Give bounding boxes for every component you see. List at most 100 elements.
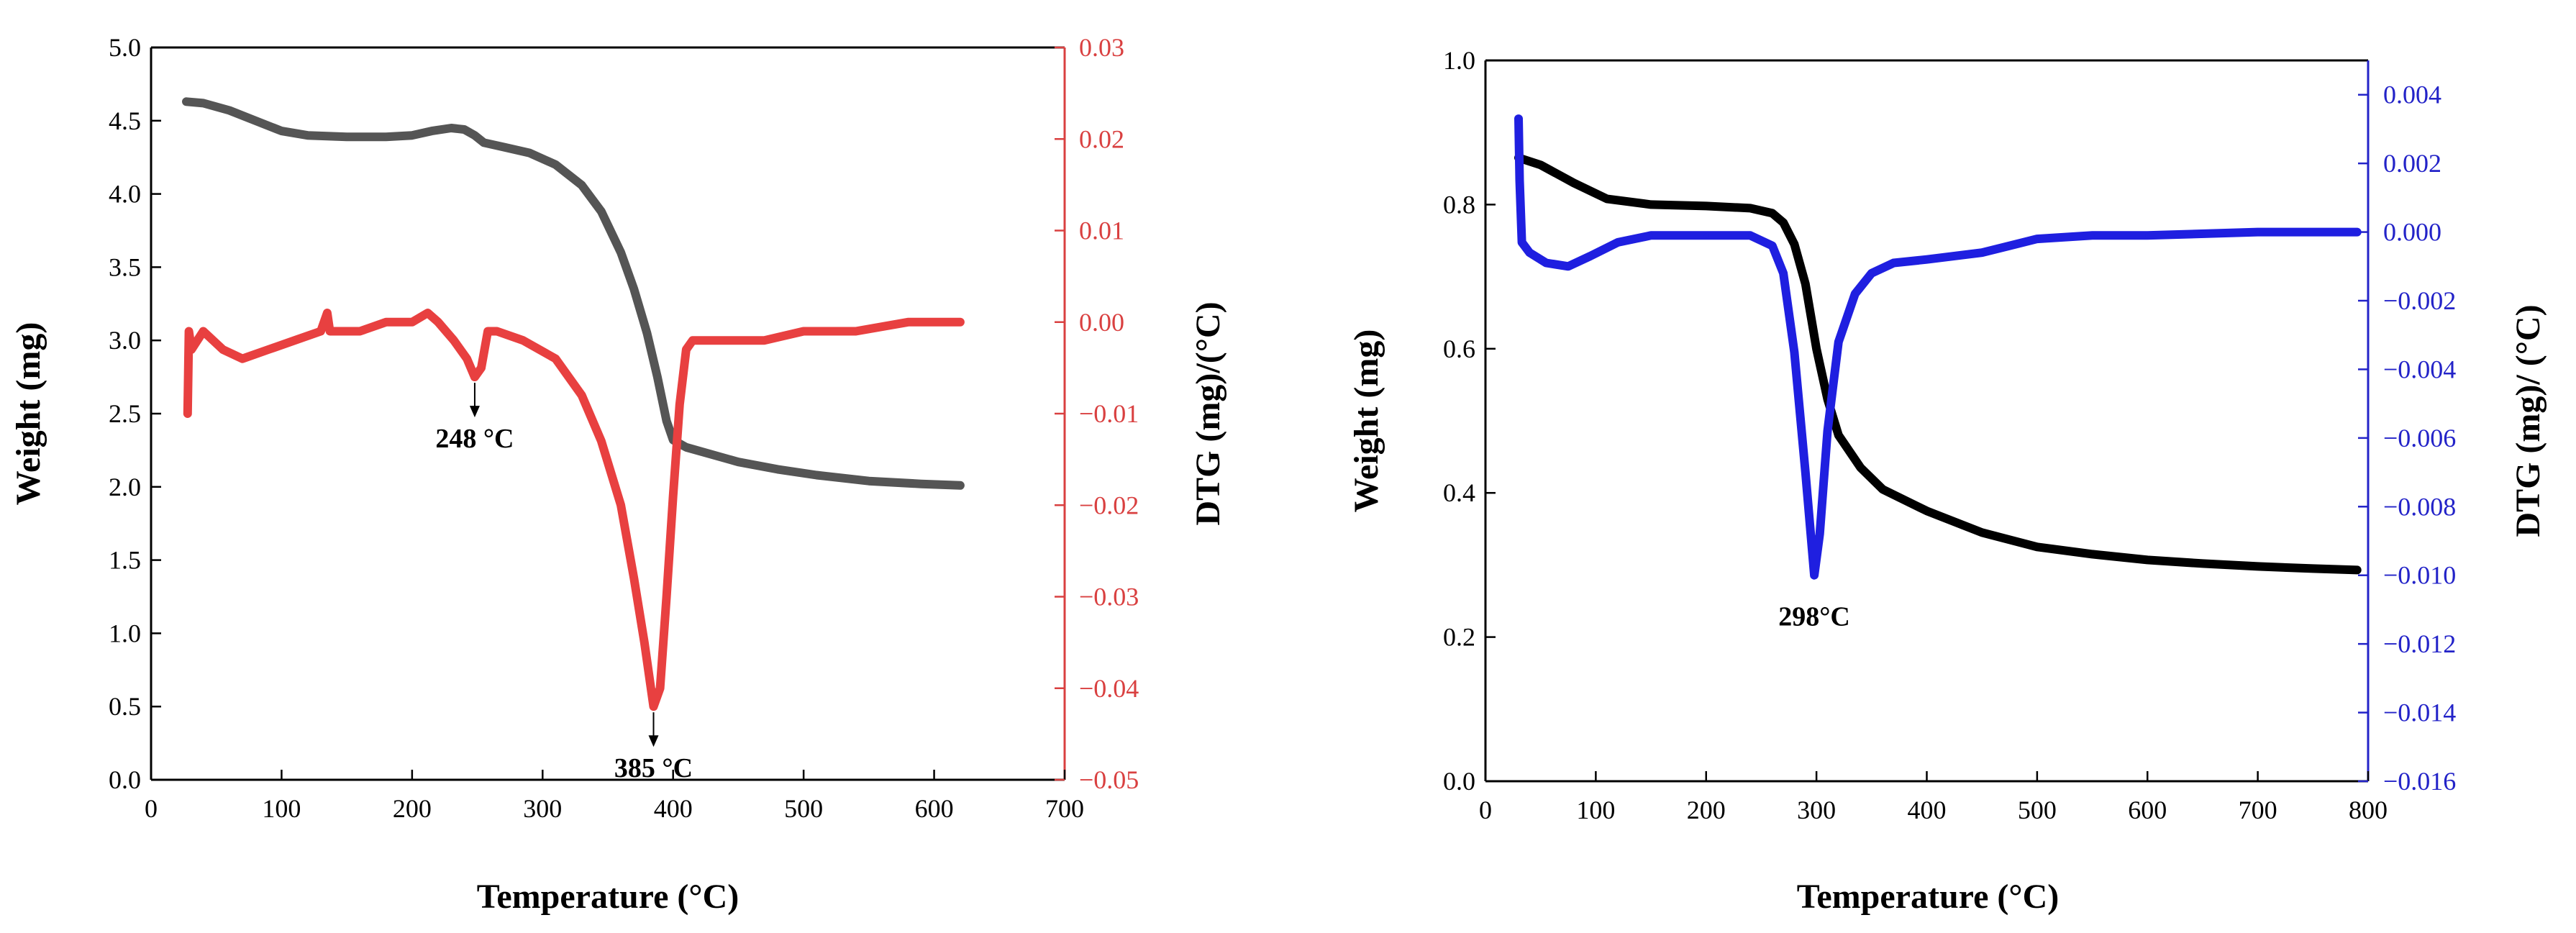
data-point-dtg — [762, 338, 767, 343]
data-point-dtg — [1924, 257, 1929, 262]
data-point-dtg — [683, 347, 688, 352]
data-point-dtg — [436, 319, 441, 324]
annotation-arrowhead — [469, 406, 480, 418]
x-tick-label: 100 — [262, 794, 301, 823]
y2-tick-label: −0.02 — [1079, 491, 1139, 519]
data-point-weight — [683, 445, 688, 450]
data-point-dtg — [521, 338, 526, 343]
y-tick-label: 0.6 — [1443, 334, 1475, 363]
series-line-weight — [1514, 153, 2362, 575]
x-tick-label: 300 — [523, 794, 562, 823]
data-point-dtg — [642, 640, 647, 645]
data-point-weight — [866, 478, 871, 483]
data-point-dtg — [1980, 250, 1985, 255]
data-point-weight — [253, 118, 258, 123]
x-tick-label: 500 — [2018, 796, 2057, 824]
data-point-weight — [383, 135, 388, 140]
data-point-dtg — [2090, 233, 2095, 238]
data-point-dtg — [266, 347, 271, 352]
data-point-dtg — [1836, 340, 1841, 345]
data-point-weight — [1792, 242, 1797, 247]
data-point-dtg — [1519, 240, 1524, 245]
data-point-weight — [1880, 487, 1885, 492]
data-point-dtg — [906, 319, 911, 324]
y2-tick-label: 0.00 — [1079, 308, 1124, 337]
data-point-weight — [2145, 557, 2150, 563]
data-point-dtg — [1616, 240, 1621, 245]
y2-tick-label: −0.002 — [2383, 286, 2456, 315]
annotation-label: 298°C — [1778, 602, 1850, 632]
data-point-dtg — [1891, 260, 1896, 265]
y-tick-label: 3.0 — [109, 326, 141, 355]
data-point-weight — [279, 129, 284, 134]
data-point-weight — [1703, 204, 1708, 209]
data-point-dtg — [2255, 229, 2260, 235]
y-tick-label: 3.5 — [109, 252, 141, 281]
data-point-dtg — [189, 347, 194, 352]
data-point-dtg — [664, 594, 669, 599]
data-point-dtg — [425, 311, 430, 316]
y2-tick-label: 0.002 — [2383, 149, 2441, 178]
data-point-dtg — [494, 329, 499, 334]
data-point-dtg — [632, 576, 637, 581]
x-tick-label: 600 — [2128, 796, 2167, 824]
data-point-weight — [632, 286, 637, 291]
data-point-dtg — [451, 338, 456, 343]
x-tick-label: 700 — [2239, 796, 2277, 824]
data-point-dtg — [240, 356, 245, 361]
data-point-dtg — [677, 402, 682, 407]
x-tick-label: 0 — [1479, 796, 1492, 824]
x-tick-label: 400 — [654, 794, 693, 823]
data-point-dtg — [409, 319, 414, 324]
data-point-dtg — [619, 503, 624, 508]
data-point-weight — [1770, 211, 1775, 216]
x-axis-title: Temperature (°C) — [1797, 878, 2059, 916]
series-line-dtg — [183, 309, 965, 711]
y2-tick-label: −0.006 — [2383, 424, 2456, 452]
data-point-weight — [472, 133, 477, 138]
data-point-dtg — [1852, 291, 1857, 296]
data-point-dtg — [651, 704, 656, 709]
data-point-weight — [1814, 346, 1819, 351]
data-point-weight — [2354, 568, 2359, 573]
data-point-dtg — [2145, 233, 2150, 238]
y2-tick-label: −0.010 — [2383, 561, 2456, 590]
data-point-weight — [429, 129, 434, 134]
x-tick-label: 0 — [145, 794, 158, 823]
data-point-dtg — [1588, 253, 1593, 258]
data-point-dtg — [358, 329, 363, 334]
data-point-dtg — [1703, 233, 1708, 238]
y-tick-label: 0.4 — [1443, 478, 1475, 507]
data-point-dtg — [657, 686, 663, 691]
data-point-weight — [1604, 196, 1609, 201]
data-point-dtg — [465, 356, 470, 361]
y2-tick-label: −0.008 — [2383, 492, 2456, 521]
y-tick-label: 4.5 — [109, 106, 141, 135]
data-point-dtg — [1792, 350, 1797, 355]
data-point-weight — [227, 108, 232, 113]
left-chart-panel: 0 100 200 300 400 500 600 700 0.0 0.5 1.0 1.5 2.0 2.5… — [9, 33, 1227, 916]
data-point-weight — [814, 473, 819, 478]
data-point-weight — [553, 162, 558, 167]
data-point-weight — [919, 481, 924, 486]
data-point-weight — [2200, 561, 2205, 566]
y2-tick-label: −0.01 — [1079, 399, 1139, 428]
data-point-weight — [183, 99, 188, 104]
data-point-dtg — [185, 411, 190, 416]
data-point-dtg — [2034, 237, 2039, 242]
data-point-dtg — [383, 319, 388, 324]
data-point-dtg — [1817, 532, 1822, 537]
data-point-dtg — [723, 338, 728, 343]
y-tick-label: 0.5 — [109, 692, 141, 721]
data-point-dtg — [201, 329, 206, 334]
data-point-weight — [2255, 564, 2260, 569]
y-tick-label: 1.0 — [1443, 46, 1475, 75]
data-point-weight — [1571, 181, 1576, 186]
data-point-dtg — [957, 319, 962, 324]
data-point-dtg — [220, 347, 225, 352]
annotation-arrowhead — [648, 735, 659, 747]
data-point-weight — [775, 467, 780, 472]
data-point-dtg — [186, 329, 191, 334]
annotation-label: 385 °C — [614, 753, 693, 783]
